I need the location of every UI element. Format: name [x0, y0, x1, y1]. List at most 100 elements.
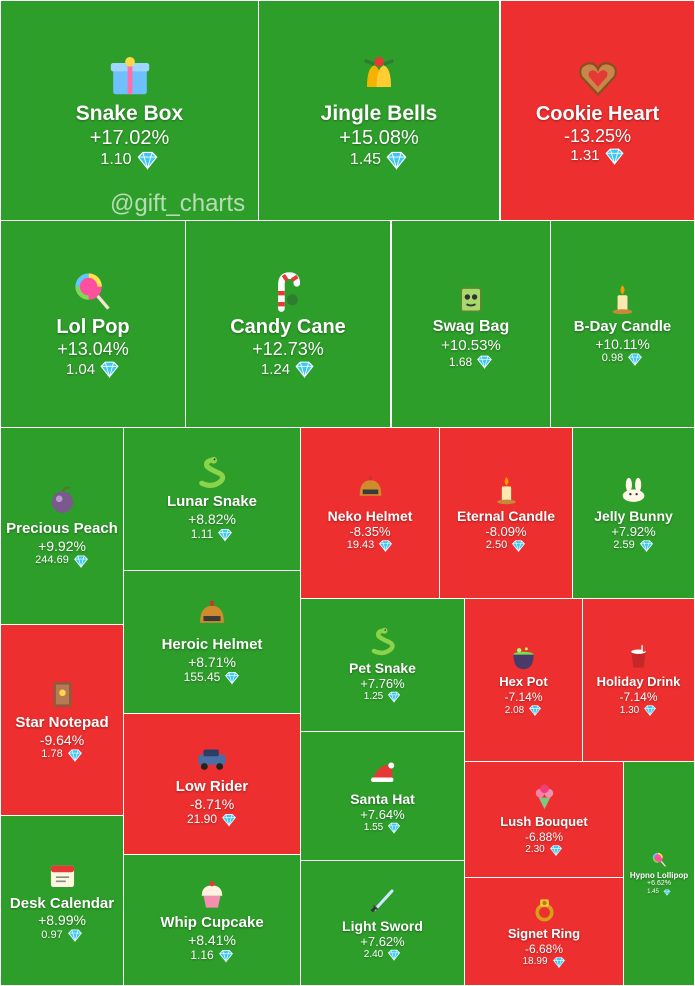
- tile-change: +7.76%: [360, 675, 405, 691]
- tile-change: +15.08%: [339, 127, 419, 150]
- tile-hex-pot[interactable]: Hex Pot -7.14% 2.08: [464, 598, 583, 762]
- candle-icon: [606, 282, 639, 318]
- tile-lush-bouquet[interactable]: Lush Bouquet -6.88% 2.30: [464, 761, 624, 878]
- tile-whip-cupcake[interactable]: Whip Cupcake +8.41% 1.16: [123, 854, 301, 986]
- tile-name: Cookie Heart: [535, 102, 660, 125]
- tile-swag-bag[interactable]: Swag Bag +10.53% 1.68: [391, 220, 551, 428]
- tile-change: +10.53%: [441, 336, 501, 354]
- tile-name: Eternal Candle: [456, 507, 556, 524]
- tile-desk-calendar[interactable]: Desk Calendar +8.99% 0.97: [0, 815, 124, 986]
- tile-price-row: 1.45: [647, 889, 671, 896]
- diamond-icon: [137, 151, 158, 170]
- diamond-icon: [225, 671, 240, 685]
- tile-change: +9.92%: [38, 537, 86, 554]
- diamond-icon: [639, 540, 653, 552]
- diamond-icon: [100, 361, 119, 379]
- tile-santa-hat[interactable]: Santa Hat +7.64% 1.55: [300, 731, 465, 861]
- lollipop-icon: [71, 269, 115, 316]
- santa-hat-icon: [368, 758, 398, 791]
- tile-price: 1.55: [363, 822, 384, 834]
- tile-name: Jelly Bunny: [594, 507, 673, 524]
- tile-price-row: 21.90: [187, 812, 237, 826]
- snake-icon: [368, 627, 398, 660]
- tile-name: Signet Ring: [507, 925, 581, 941]
- tile-b-day-candle[interactable]: B-Day Candle +10.11% 0.98: [550, 220, 695, 428]
- snake-icon: [195, 456, 229, 493]
- lollipop-icon: [651, 851, 668, 871]
- tile-jingle-bells[interactable]: Jingle Bells +15.08% 1.45: [258, 0, 500, 221]
- diamond-icon: [295, 361, 314, 379]
- tile-change: +10.11%: [595, 335, 650, 352]
- tile-change: -8.35%: [349, 523, 391, 539]
- tile-name: Hypno Lollipop: [629, 871, 689, 881]
- tile-lol-pop[interactable]: Lol Pop +13.04% 1.04: [0, 220, 186, 428]
- tile-price-row: 155.45: [184, 670, 241, 684]
- bag-icon: [453, 279, 489, 318]
- peach-icon: [46, 484, 79, 520]
- tile-low-rider[interactable]: Low Rider -8.71% 21.90: [123, 713, 301, 855]
- tile-price-row: 18.99: [522, 956, 565, 968]
- tile-change: -8.09%: [485, 523, 527, 539]
- diamond-icon: [477, 355, 493, 369]
- tile-change: +7.62%: [360, 933, 405, 949]
- tile-holiday-drink[interactable]: Holiday Drink -7.14% 1.30: [582, 598, 695, 762]
- diamond-icon: [73, 555, 88, 568]
- tile-change: +13.04%: [57, 339, 129, 360]
- tile-jelly-bunny[interactable]: Jelly Bunny +7.92% 2.59: [572, 427, 695, 599]
- tile-price: 2.59: [613, 539, 635, 552]
- tile-candy-cane[interactable]: Candy Cane +12.73% 1.24: [185, 220, 391, 428]
- tile-price-row: 0.98: [602, 352, 643, 366]
- tile-price-row: 1.55: [363, 822, 401, 835]
- tile-eternal-candle[interactable]: Eternal Candle -8.09% 2.50: [439, 427, 573, 599]
- tile-pet-snake[interactable]: Pet Snake +7.76% 1.25: [300, 598, 465, 732]
- tile-lunar-snake[interactable]: Lunar Snake +8.82% 1.11: [123, 427, 301, 571]
- tile-price-row: 19.43: [347, 539, 394, 552]
- tile-price: 1.10: [100, 151, 132, 169]
- tile-change: +12.73%: [252, 339, 324, 360]
- tile-name: Holiday Drink: [596, 674, 681, 690]
- tile-light-sword[interactable]: Light Sword +7.62% 2.40: [300, 860, 465, 986]
- tile-snake-box[interactable]: Snake Box +17.02% 1.10: [0, 0, 259, 221]
- tile-precious-peach[interactable]: Precious Peach +9.92% 244.69: [0, 427, 124, 625]
- tile-price: 2.08: [504, 704, 525, 716]
- tile-change: +7.64%: [360, 806, 405, 822]
- tile-change: -9.64%: [39, 731, 85, 748]
- tile-price: 1.16: [190, 948, 214, 963]
- tile-price-row: 1.24: [261, 361, 315, 379]
- tile-change: -7.14%: [504, 690, 543, 705]
- tile-change: -7.14%: [619, 690, 658, 705]
- gift-box-icon: [106, 51, 154, 102]
- diamond-icon: [529, 705, 542, 717]
- tile-change: -8.71%: [189, 795, 235, 812]
- tile-name: B-Day Candle: [573, 318, 672, 336]
- tile-name: Low Rider: [175, 778, 249, 796]
- tile-price-row: 2.30: [525, 844, 562, 856]
- tile-price-row: 2.59: [613, 539, 653, 552]
- tile-cookie-heart[interactable]: Cookie Heart -13.25% 1.31: [500, 0, 695, 221]
- tile-price: 1.45: [349, 151, 382, 169]
- tile-hypno-lollipop[interactable]: Hypno Lollipop +6.62% 1.45: [623, 761, 695, 986]
- diamond-icon: [663, 889, 671, 896]
- tile-neko-helmet[interactable]: Neko Helmet -8.35% 19.43: [300, 427, 440, 599]
- tile-change: +7.92%: [611, 523, 656, 539]
- tile-change: +17.02%: [89, 127, 170, 150]
- tile-price: 2.50: [485, 539, 508, 552]
- bells-icon: [355, 51, 403, 102]
- tile-price-row: 1.45: [349, 150, 408, 170]
- tile-price-row: 1.31: [570, 147, 624, 165]
- tile-price: 244.69: [35, 554, 69, 567]
- tile-name: Whip Cupcake: [160, 914, 264, 932]
- tile-price-row: 1.11: [191, 527, 233, 541]
- tile-price: 2.30: [525, 844, 545, 856]
- tile-price-row: 1.78: [41, 748, 82, 762]
- tile-heroic-helmet[interactable]: Heroic Helmet +8.71% 155.45: [123, 570, 301, 714]
- tile-change: +8.41%: [188, 931, 236, 948]
- tile-change: +8.99%: [38, 912, 86, 929]
- tile-signet-ring[interactable]: Signet Ring -6.68% 18.99: [464, 877, 624, 986]
- tile-price-row: 2.50: [486, 539, 526, 552]
- tile-change: -6.68%: [524, 941, 564, 956]
- tile-change: +8.71%: [188, 653, 236, 670]
- diamond-icon: [628, 353, 643, 366]
- tile-star-notepad[interactable]: Star Notepad -9.64% 1.78: [0, 624, 124, 816]
- tile-price: 1.25: [363, 691, 384, 703]
